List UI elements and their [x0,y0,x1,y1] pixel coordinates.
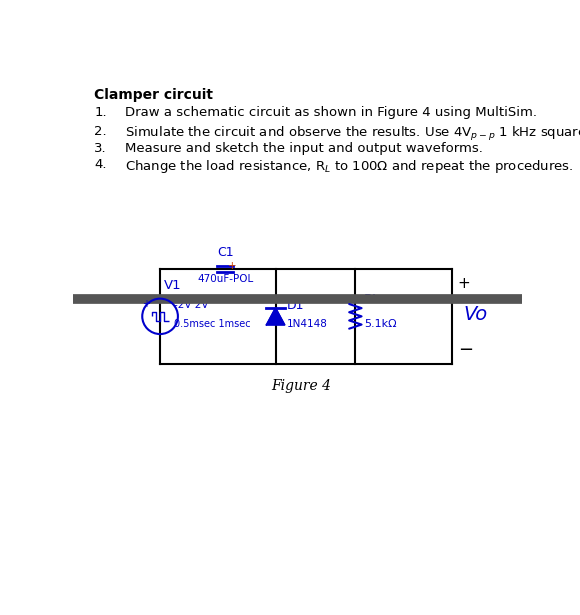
Text: Vo: Vo [463,305,487,324]
Text: Figure 4: Figure 4 [271,379,331,394]
Text: +: + [142,299,150,309]
Text: 1N4148: 1N4148 [287,319,328,330]
Text: 0.5msec 1msec: 0.5msec 1msec [174,319,251,330]
Text: Draw a schematic circuit as shown in Figure 4 using MultiSim.: Draw a schematic circuit as shown in Fig… [125,106,537,119]
Text: -2V 2V: -2V 2V [174,300,209,310]
Text: −: − [458,341,473,360]
Text: D1: D1 [287,299,305,312]
Text: 470uF-POL: 470uF-POL [197,274,253,284]
Text: 4.: 4. [94,159,107,172]
Text: Measure and sketch the input and output waveforms.: Measure and sketch the input and output … [125,141,483,154]
Text: 5.1kΩ: 5.1kΩ [364,319,397,330]
Text: C1: C1 [217,247,234,260]
Text: Clamper circuit: Clamper circuit [94,88,213,101]
Text: 1.: 1. [94,106,107,119]
Text: Simulate the circuit and observe the results. Use 4V$_{p-p}$ 1 kHz square wave i: Simulate the circuit and observe the res… [125,125,580,143]
Text: Change the load resistance, R$_L$ to 100Ω and repeat the procedures.: Change the load resistance, R$_L$ to 100… [125,159,574,175]
Text: 3.: 3. [94,141,107,154]
Text: +: + [458,276,470,292]
Text: RL: RL [364,293,380,306]
Text: V1: V1 [164,279,182,293]
Text: 2.: 2. [94,125,107,138]
Polygon shape [266,308,285,325]
Text: +: + [227,261,236,271]
